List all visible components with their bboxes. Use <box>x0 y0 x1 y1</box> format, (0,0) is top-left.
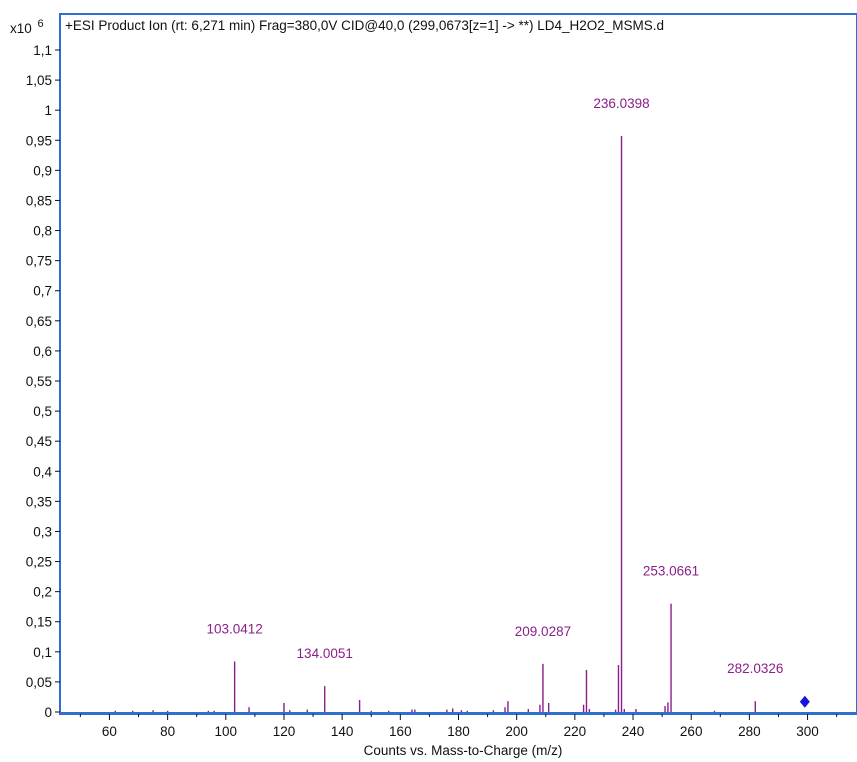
y-tick-label: 0,9 <box>33 163 52 178</box>
peak-label: 236.0398 <box>593 96 649 111</box>
precursor-marker-group <box>799 695 810 708</box>
y-tick-label: 0,2 <box>33 585 52 600</box>
x-tick-label: 200 <box>505 724 528 739</box>
x-tick-label: 80 <box>160 724 175 739</box>
x-tick-label: 280 <box>738 724 761 739</box>
peak-label: 134.0051 <box>297 646 353 661</box>
y-tick-label: 0,05 <box>26 675 52 690</box>
x-tick-label: 100 <box>215 724 238 739</box>
peak-label: 209.0287 <box>515 624 571 639</box>
peak-label: 103.0412 <box>206 621 262 636</box>
chart-title: +ESI Product Ion (rt: 6,271 min) Frag=38… <box>65 18 664 33</box>
y-tick-label: 0,5 <box>33 404 52 419</box>
y-axis-multiplier: x10 6 <box>10 18 44 36</box>
y-tick-label: 0,6 <box>33 344 52 359</box>
x-tick-label: 220 <box>564 724 587 739</box>
y-tick-label: 0 <box>44 705 52 720</box>
plot-frame <box>59 13 857 715</box>
y-tick-label: 0,45 <box>26 434 52 449</box>
y-tick-label: 0,95 <box>26 133 52 148</box>
x-tick-label: 140 <box>331 724 354 739</box>
y-tick-label: 1 <box>44 103 52 118</box>
x-axis-label: Counts vs. Mass-to-Charge (m/z) <box>364 743 563 758</box>
y-tick-label: 0,8 <box>33 224 52 239</box>
x-tick-label: 240 <box>622 724 645 739</box>
x-axis: 60 80 100 120 140 160 180 200 220 240 260 280 300 <box>60 712 857 739</box>
y-tick-label: 0,3 <box>33 524 52 539</box>
precursor-diamond-marker <box>799 695 810 708</box>
peak-series <box>114 136 756 712</box>
x-tick-label: 60 <box>102 724 117 739</box>
y-tick-label: 0,15 <box>26 615 52 630</box>
y-tick-label: 0,25 <box>26 555 52 570</box>
y-tick-label: 0,55 <box>26 374 52 389</box>
y-tick-label: 0,4 <box>33 464 52 479</box>
y-tick-label: 0,35 <box>26 494 52 509</box>
peak-label: 253.0661 <box>643 564 699 579</box>
x-tick-label: 300 <box>796 724 819 739</box>
x-tick-label: 120 <box>273 724 296 739</box>
x-tick-label: 260 <box>680 724 703 739</box>
y-tick-label: 0,65 <box>26 314 52 329</box>
y-axis: 0 0,05 0,1 0,15 0,2 0,25 0,3 0,35 0,4 0,45 0,5 0,55… <box>26 43 60 720</box>
y-tick-label: 0,85 <box>26 193 52 208</box>
y-tick-label: 1,05 <box>26 73 52 88</box>
peak-label: 282.0326 <box>727 661 783 676</box>
y-tick-label: 0,7 <box>33 284 52 299</box>
x-tick-label: 180 <box>447 724 470 739</box>
y-tick-label: 1,1 <box>33 43 52 58</box>
y-tick-label: 0,75 <box>26 254 52 269</box>
x-tick-label: 160 <box>389 724 412 739</box>
peak-labels: 103.0412 134.0051 209.0287 236.0398 253.0661… <box>206 96 783 676</box>
y-tick-label: 0,1 <box>33 645 52 660</box>
